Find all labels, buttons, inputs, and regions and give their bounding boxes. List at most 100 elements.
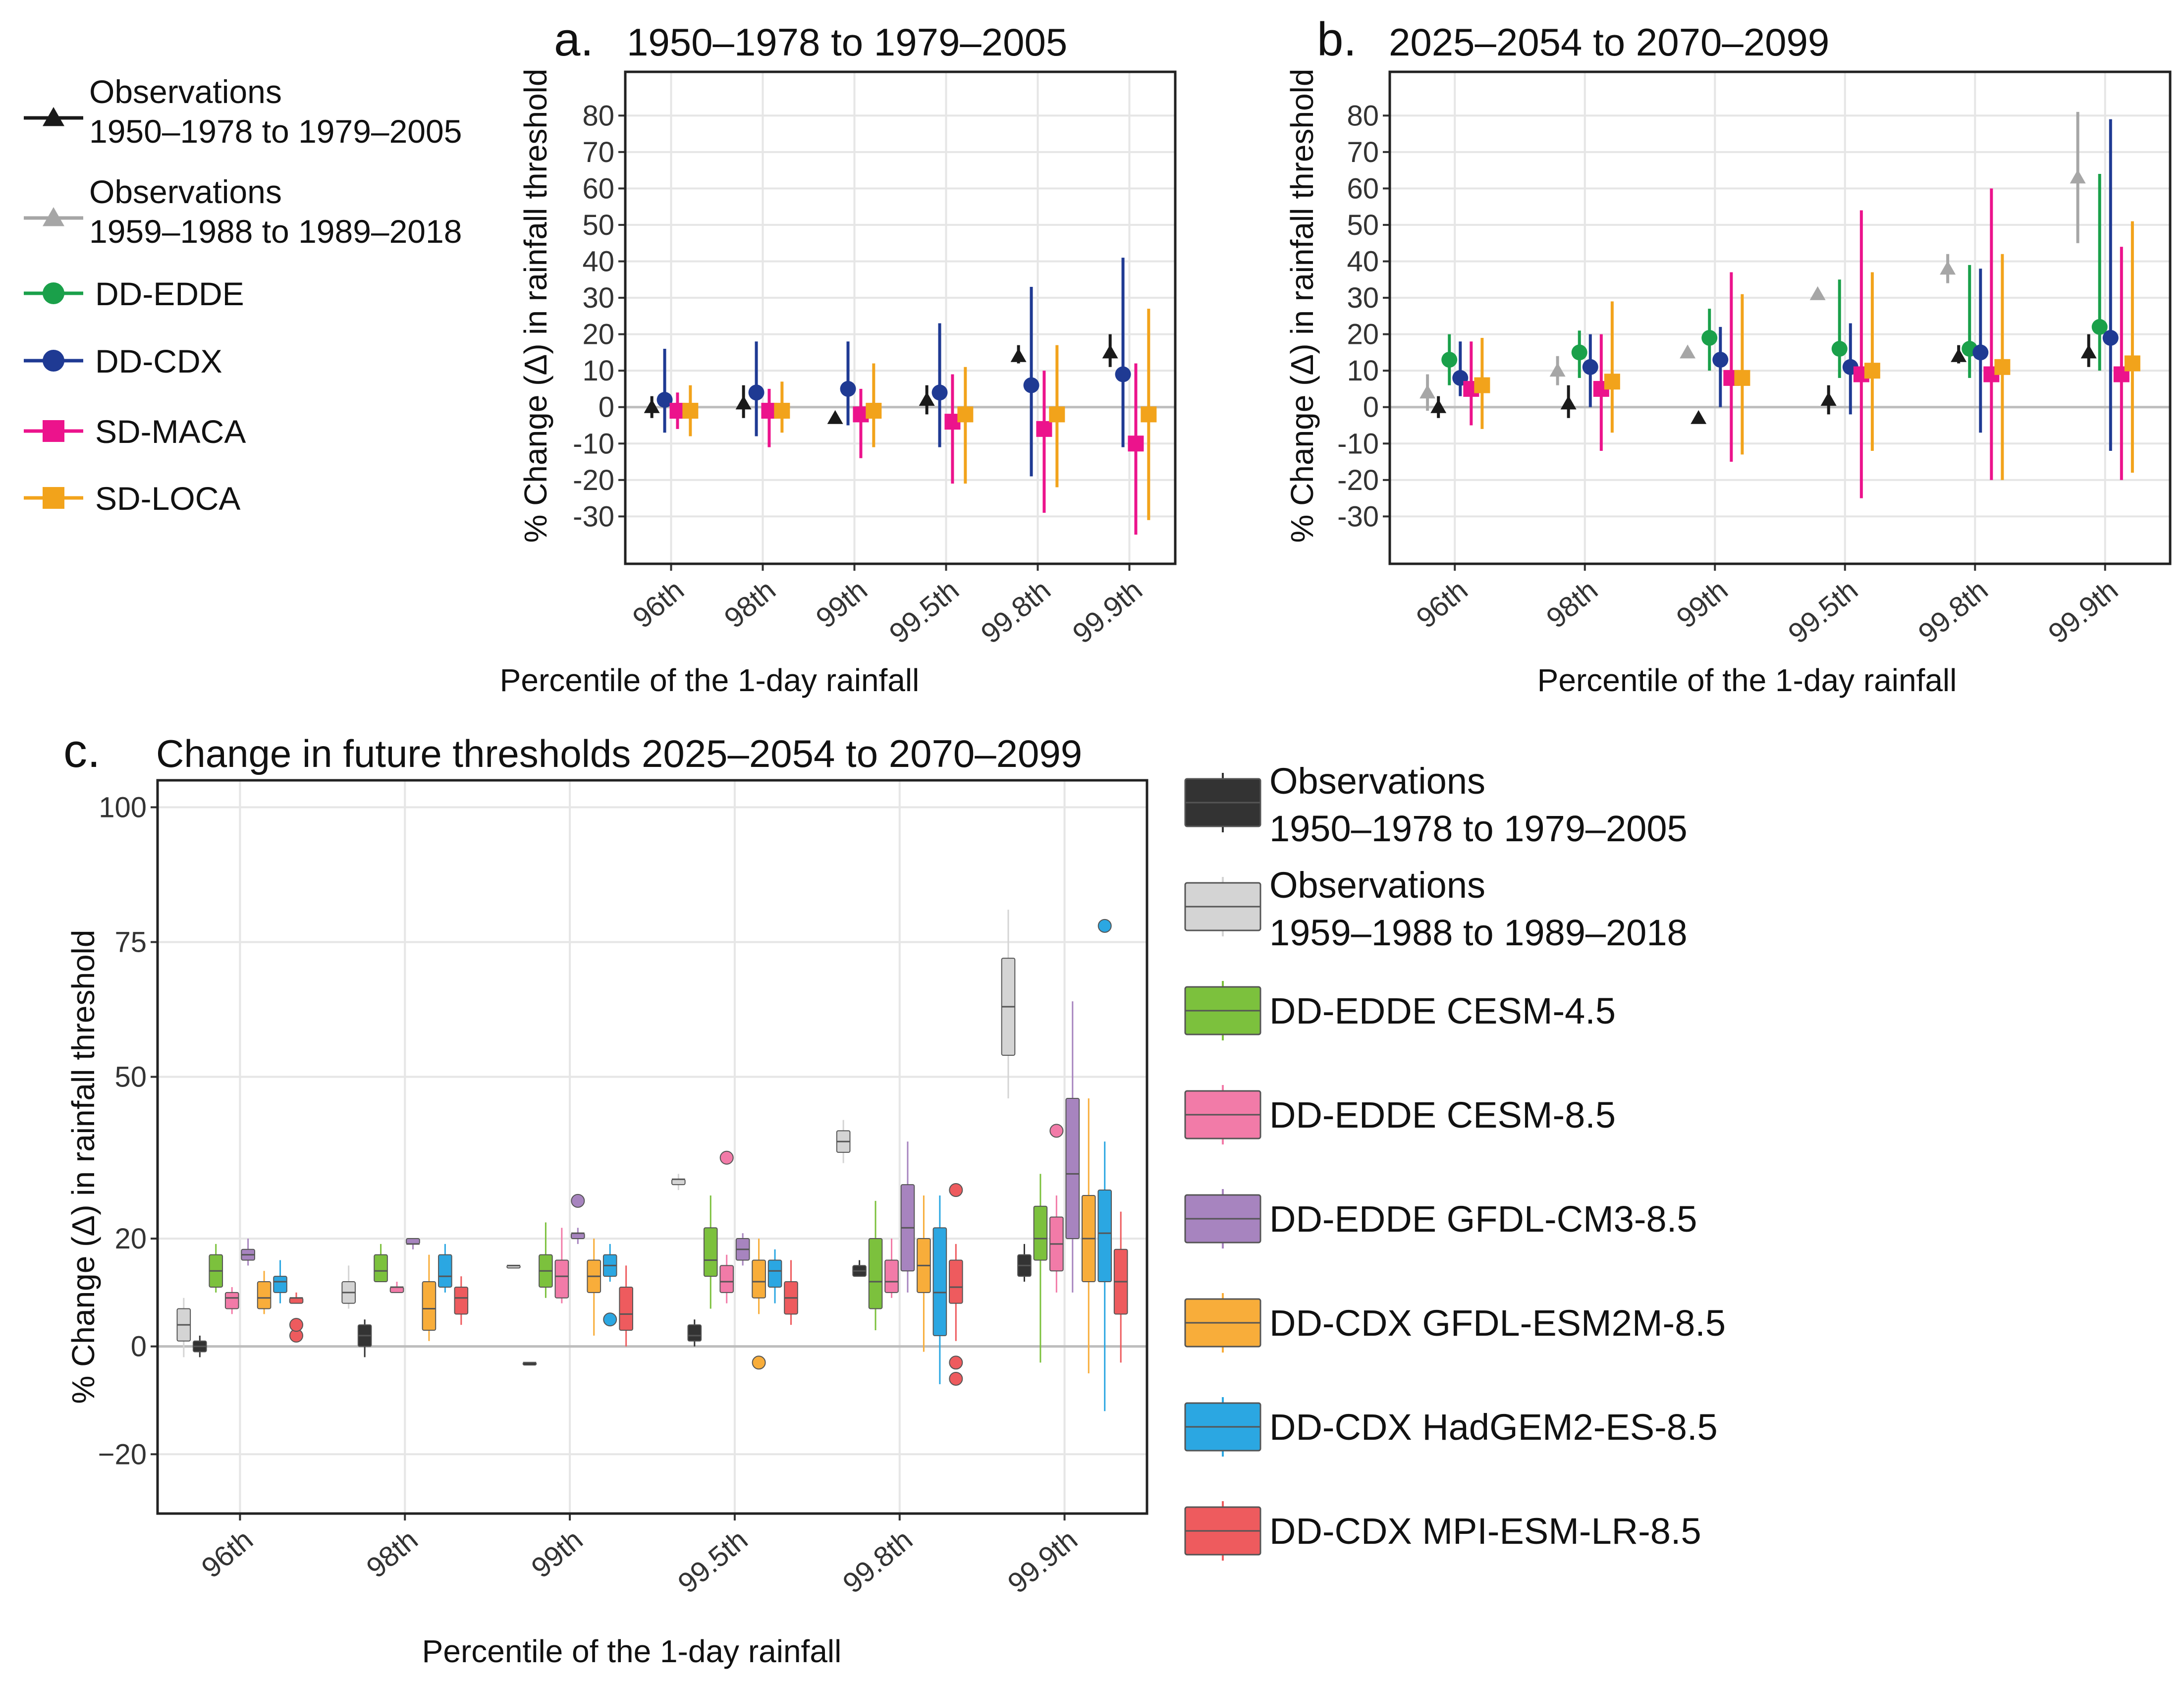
data-point	[2080, 344, 2097, 359]
x-tick-label: 99.9th	[1002, 1523, 1084, 1599]
outlier-point	[289, 1318, 303, 1332]
y-tick-label: 30	[582, 282, 614, 314]
x-tick-label: 98th	[718, 574, 782, 634]
box	[619, 1286, 633, 1331]
y-tick-label: 20	[1347, 319, 1379, 351]
x-tick-label: 99.9th	[1067, 574, 1148, 650]
data-point	[919, 392, 935, 406]
box	[257, 1281, 272, 1309]
outlier-point	[603, 1312, 617, 1327]
data-point	[1712, 352, 1729, 368]
y-tick-label: 30	[1347, 282, 1379, 314]
data-point	[866, 403, 882, 419]
data-point	[1972, 344, 1989, 361]
legend-label: DD-CDX MPI-ESM-LR-8.5	[1269, 1511, 1701, 1552]
data-point	[1734, 370, 1750, 386]
legend-marker	[43, 107, 64, 126]
box	[389, 1286, 404, 1293]
legend-label: DD-EDDE GFDL-CM3-8.5	[1269, 1198, 1697, 1240]
plot-frame	[1388, 70, 2172, 565]
data-point	[656, 392, 673, 408]
box	[1033, 1205, 1048, 1261]
outlier-point	[949, 1356, 963, 1370]
box	[554, 1259, 569, 1299]
x-tick-label: 99.8th	[975, 574, 1057, 650]
data-point	[1701, 329, 1718, 346]
legend-item-box_esm2m: DD-CDX GFDL-ESM2M-8.5	[1184, 1293, 1726, 1353]
data-point	[1582, 359, 1598, 375]
panel-c: c. Change in future thresholds 2025–2054…	[63, 724, 1148, 1669]
panel-c-letter: c.	[63, 724, 101, 777]
box	[1097, 1190, 1112, 1283]
box	[224, 1292, 239, 1309]
data-point	[735, 395, 752, 410]
plot-background	[1390, 72, 2170, 564]
x-tick-label: 99th	[1670, 574, 1734, 634]
y-tick-label: 40	[1347, 245, 1379, 277]
box	[884, 1259, 899, 1293]
y-tick-label: 10	[1347, 355, 1379, 387]
data-point	[1049, 406, 1065, 423]
outlier-point	[1049, 1124, 1064, 1138]
y-tick-label: 50	[582, 209, 614, 241]
y-tick-label: -30	[1337, 500, 1379, 533]
y-tick-label: 60	[1347, 172, 1379, 205]
legend-marker	[43, 487, 64, 509]
data-point	[1549, 363, 1566, 377]
box	[868, 1238, 883, 1309]
y-tick-label: -20	[1337, 464, 1379, 496]
legend-item-cdx: DD-CDX	[24, 343, 222, 380]
plot-frame	[624, 70, 1177, 565]
data-point	[2070, 169, 2086, 184]
legend-item-box_edde85: DD-EDDE CESM-8.5	[1184, 1085, 1616, 1144]
box	[422, 1281, 437, 1331]
legend-label-2: 1950–1978 to 1979–2005	[89, 113, 462, 150]
data-point	[748, 384, 764, 401]
series-box_obs2	[176, 910, 1016, 1357]
series-loca	[1474, 221, 2140, 480]
outlier-point	[1097, 919, 1112, 933]
data-point	[2102, 329, 2119, 346]
y-tick-label: 80	[582, 100, 614, 132]
legend-item-box_gfdl: DD-EDDE GFDL-CM3-8.5	[1184, 1189, 1697, 1248]
data-point	[2091, 319, 2108, 335]
data-point	[1441, 352, 1458, 368]
legend-label: DD-CDX HadGEM2-ES-8.5	[1269, 1407, 1718, 1448]
legend-label: SD-MACA	[95, 413, 246, 450]
legend-label: DD-EDDE CESM-4.5	[1269, 990, 1616, 1031]
x-tick-label: 99.8th	[1912, 574, 1994, 650]
panel-b-ylabel: % Change (Δ) in rainfall threshold	[1284, 69, 1320, 543]
data-point	[1691, 410, 1707, 424]
legend-label: Observations	[1269, 865, 1485, 906]
panel-b-title: 2025–2054 to 2070–2099	[1389, 20, 1829, 64]
legend-label-2: 1959–1988 to 1989–2018	[89, 213, 462, 250]
series-cdx	[1452, 119, 2119, 451]
box	[703, 1227, 718, 1277]
data-point	[2124, 355, 2140, 372]
data-point	[1474, 377, 1490, 393]
data-point	[1940, 261, 1956, 275]
y-tick-label: 40	[582, 245, 614, 277]
data-point	[1831, 341, 1848, 357]
legend-marker	[43, 420, 64, 442]
legend-item-box_edde45: DD-EDDE CESM-4.5	[1184, 981, 1616, 1040]
x-tick-label: 96th	[627, 574, 690, 634]
data-point	[1604, 374, 1620, 390]
panel-a-xlabel: Percentile of the 1-day rainfall	[500, 662, 920, 698]
box	[374, 1254, 388, 1283]
data-point	[1420, 384, 1436, 399]
data-point	[1820, 392, 1837, 406]
legend-item-box_mpi: DD-CDX MPI-ESM-LR-8.5	[1184, 1501, 1701, 1561]
series-cdx	[656, 258, 1131, 477]
y-tick-label: -10	[573, 428, 614, 460]
outlier-point	[949, 1183, 963, 1197]
box	[438, 1254, 452, 1288]
y-tick-label: -10	[1337, 428, 1379, 460]
x-tick-label: 96th	[1410, 574, 1474, 634]
legend-label-2: 1959–1988 to 1989–2018	[1269, 912, 1688, 953]
legend-item-maca: SD-MACA	[24, 413, 246, 450]
legend-item-loca: SD-LOCA	[24, 480, 240, 517]
data-point	[1951, 348, 1967, 362]
